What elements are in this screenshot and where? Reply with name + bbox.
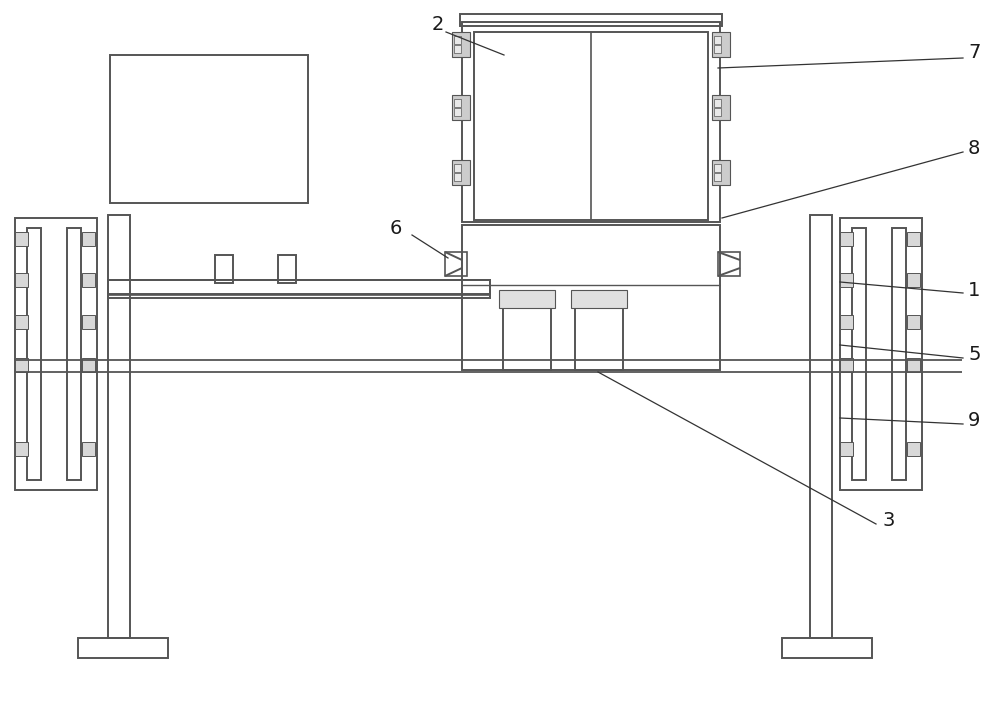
Text: 8: 8 xyxy=(968,138,980,157)
Bar xyxy=(718,252,740,276)
Bar xyxy=(82,442,95,456)
Bar xyxy=(82,315,95,329)
Bar xyxy=(907,442,920,456)
Bar xyxy=(460,14,722,26)
Bar xyxy=(714,99,721,107)
Bar xyxy=(78,638,168,658)
Bar xyxy=(15,442,28,456)
Bar xyxy=(840,442,853,456)
Bar xyxy=(15,315,28,329)
Bar xyxy=(712,160,730,185)
Bar xyxy=(454,45,461,53)
Text: 2: 2 xyxy=(432,15,444,34)
Bar xyxy=(278,255,296,283)
Bar xyxy=(15,273,28,287)
Bar xyxy=(452,95,470,120)
Bar xyxy=(462,22,720,222)
Bar xyxy=(892,228,906,480)
Bar xyxy=(499,290,555,308)
Bar xyxy=(714,108,721,116)
Bar xyxy=(714,36,721,44)
Bar xyxy=(840,358,853,372)
Bar xyxy=(571,290,627,308)
Bar xyxy=(474,32,708,220)
Bar xyxy=(454,99,461,107)
Bar xyxy=(454,36,461,44)
Bar xyxy=(840,315,853,329)
Bar xyxy=(110,55,308,203)
Text: 7: 7 xyxy=(968,43,980,62)
Bar xyxy=(840,273,853,287)
Bar xyxy=(454,173,461,181)
Bar xyxy=(15,358,28,372)
Bar xyxy=(27,228,41,480)
Bar xyxy=(15,232,28,246)
Bar xyxy=(82,273,95,287)
Bar xyxy=(215,255,233,283)
Bar xyxy=(452,160,470,185)
Text: 3: 3 xyxy=(883,510,895,529)
Text: 1: 1 xyxy=(968,281,980,300)
Bar xyxy=(907,358,920,372)
Bar xyxy=(503,300,551,370)
Bar xyxy=(712,95,730,120)
Bar xyxy=(782,638,872,658)
Bar xyxy=(714,45,721,53)
Bar xyxy=(82,358,95,372)
Bar xyxy=(840,232,853,246)
Bar xyxy=(575,300,623,370)
Bar xyxy=(840,218,922,490)
Bar xyxy=(714,164,721,172)
Bar xyxy=(714,173,721,181)
Bar xyxy=(712,32,730,57)
Bar xyxy=(454,108,461,116)
Bar xyxy=(452,32,470,57)
Bar xyxy=(810,215,832,638)
Bar xyxy=(462,225,720,370)
Text: 5: 5 xyxy=(968,345,980,364)
Bar xyxy=(907,232,920,246)
Bar xyxy=(67,228,81,480)
Bar xyxy=(454,164,461,172)
Bar xyxy=(82,232,95,246)
Text: 6: 6 xyxy=(390,218,402,237)
Bar xyxy=(445,252,467,276)
Bar xyxy=(907,273,920,287)
Bar xyxy=(108,280,490,298)
Bar xyxy=(108,280,490,294)
Bar xyxy=(852,228,866,480)
Bar xyxy=(108,215,130,638)
Bar xyxy=(907,315,920,329)
Bar xyxy=(15,218,97,490)
Text: 9: 9 xyxy=(968,411,980,430)
